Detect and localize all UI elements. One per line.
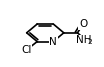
Text: N: N [49,37,57,47]
Text: NH: NH [76,35,92,45]
Text: Cl: Cl [22,45,32,55]
Text: 2: 2 [88,39,92,45]
Text: O: O [79,19,87,29]
